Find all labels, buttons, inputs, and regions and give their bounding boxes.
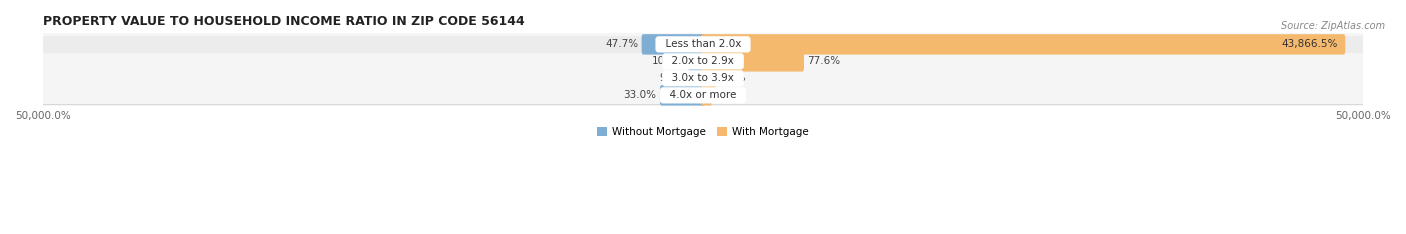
Text: Less than 2.0x: Less than 2.0x [658,39,748,49]
FancyBboxPatch shape [641,34,704,55]
FancyBboxPatch shape [689,51,704,72]
Text: 5.6%: 5.6% [716,90,742,100]
Text: 4.0x or more: 4.0x or more [664,90,742,100]
Text: 47.7%: 47.7% [605,39,638,49]
Text: 9.2%: 9.2% [659,73,686,83]
Text: 43,866.5%: 43,866.5% [1282,39,1339,49]
Text: 10.1%: 10.1% [652,56,685,66]
Legend: Without Mortgage, With Mortgage: Without Mortgage, With Mortgage [593,123,813,141]
FancyBboxPatch shape [659,85,704,106]
FancyBboxPatch shape [30,36,1376,121]
FancyBboxPatch shape [30,19,1376,103]
Text: 3.0x to 3.9x: 3.0x to 3.9x [665,73,741,83]
FancyBboxPatch shape [702,85,711,106]
Text: PROPERTY VALUE TO HOUSEHOLD INCOME RATIO IN ZIP CODE 56144: PROPERTY VALUE TO HOUSEHOLD INCOME RATIO… [42,15,524,28]
FancyBboxPatch shape [702,51,804,72]
FancyBboxPatch shape [30,2,1376,87]
Text: 77.6%: 77.6% [807,56,841,66]
Text: Source: ZipAtlas.com: Source: ZipAtlas.com [1281,21,1385,31]
FancyBboxPatch shape [702,34,1346,55]
Text: 33.0%: 33.0% [624,90,657,100]
FancyBboxPatch shape [702,68,716,88]
Text: 8.7%: 8.7% [720,73,745,83]
Text: 2.0x to 2.9x: 2.0x to 2.9x [665,56,741,66]
FancyBboxPatch shape [689,68,704,88]
FancyBboxPatch shape [30,53,1376,138]
